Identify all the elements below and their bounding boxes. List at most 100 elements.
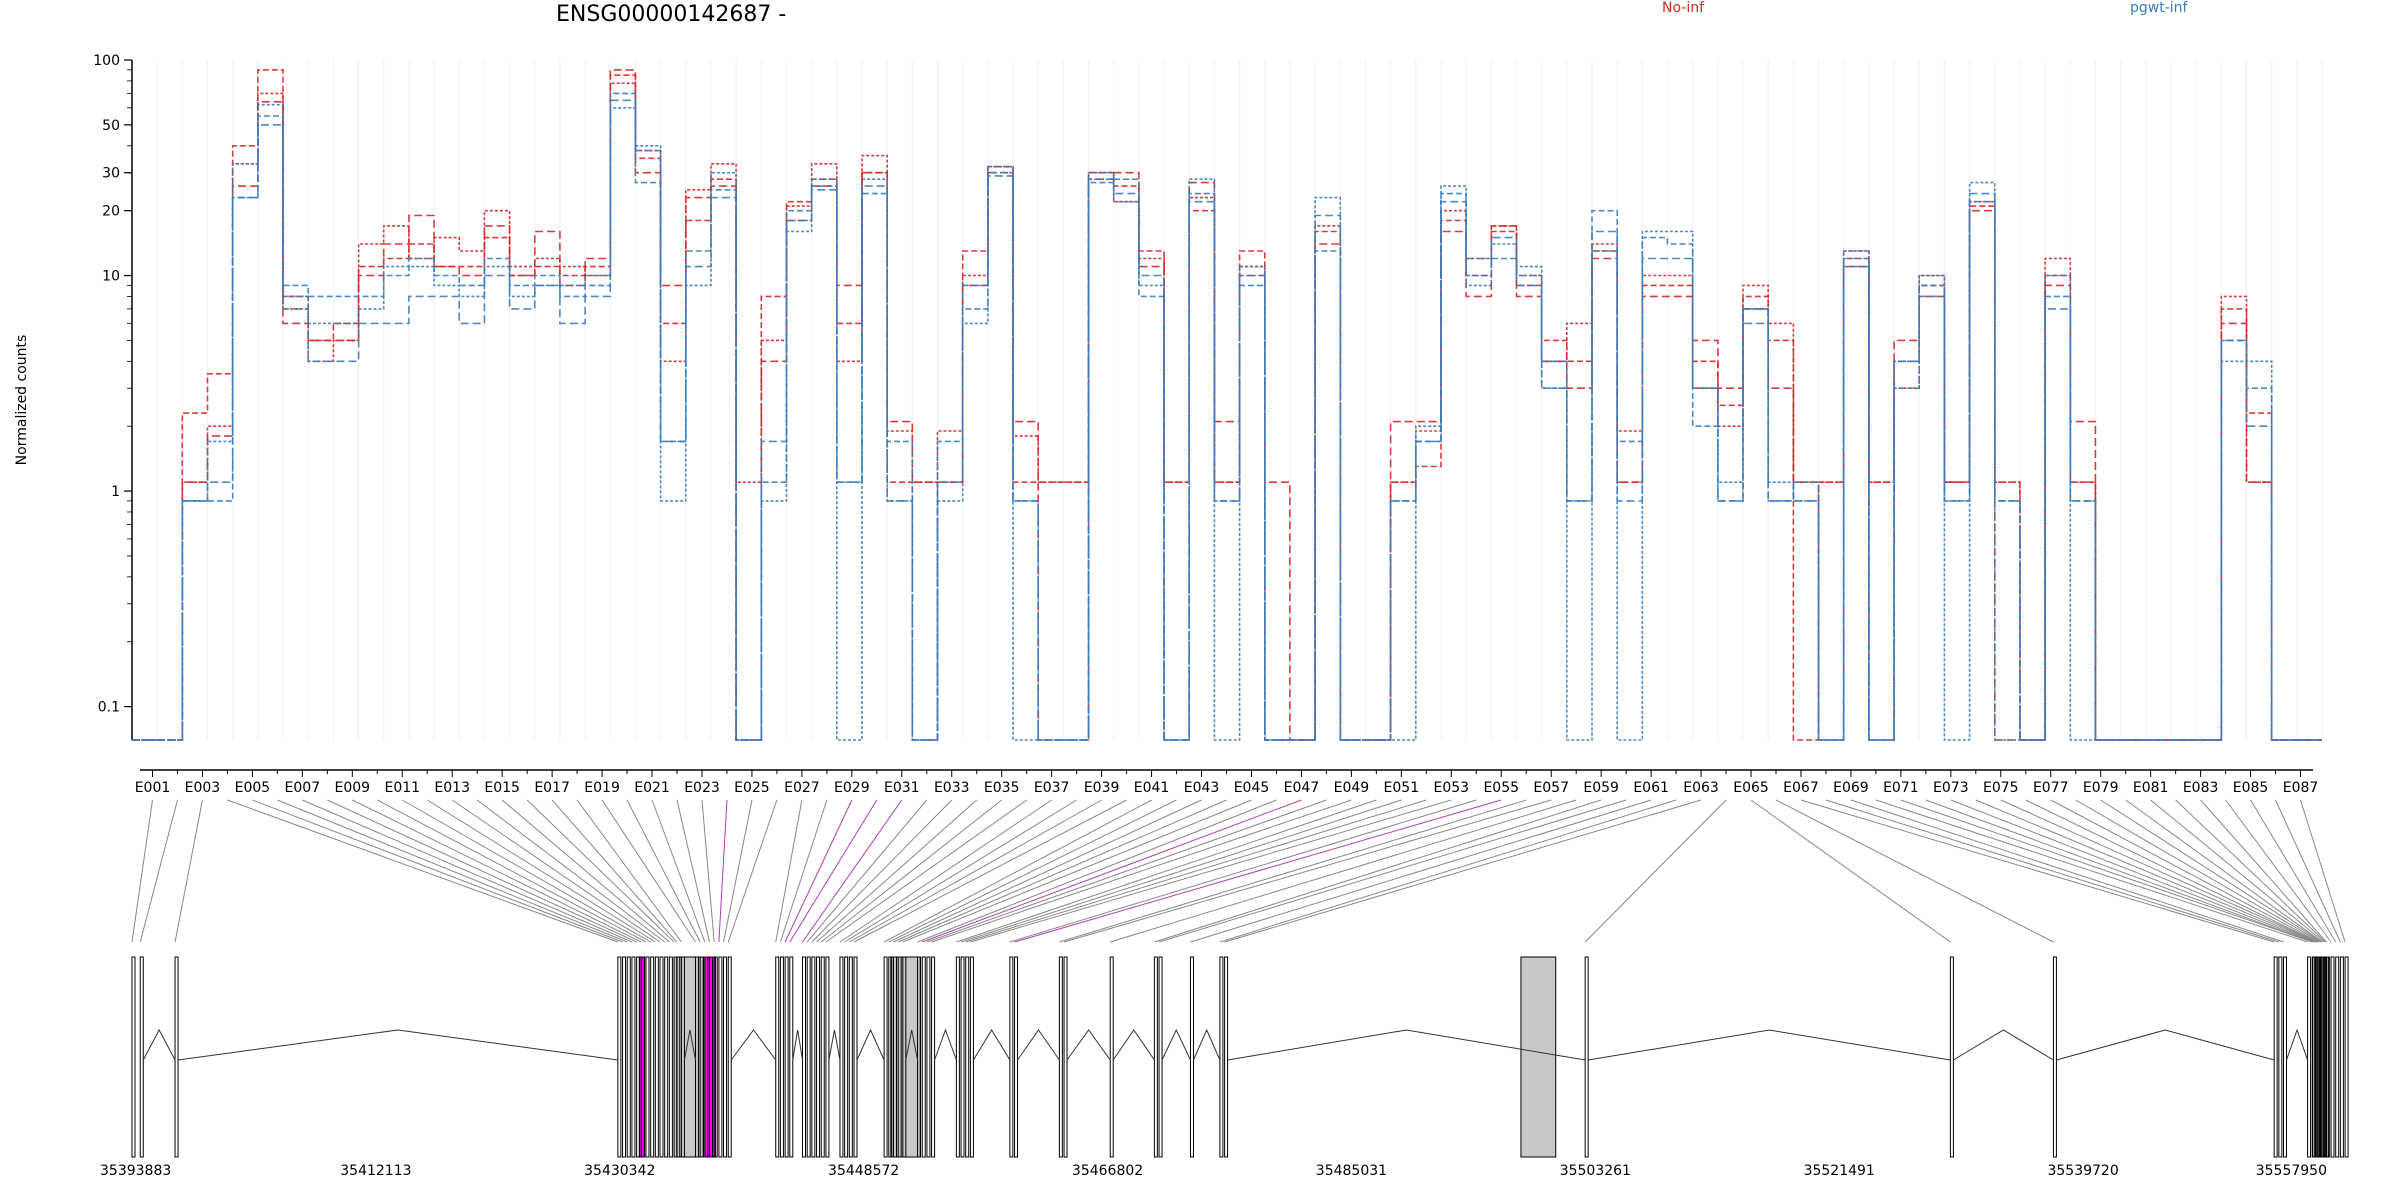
exon-bar xyxy=(1219,956,1224,1158)
exon-bar xyxy=(1009,956,1014,1158)
intron-line xyxy=(1953,1029,2054,1061)
exon-bar xyxy=(897,956,902,1158)
exon-bar xyxy=(694,956,699,1158)
exon-connector xyxy=(883,799,1152,943)
exon-bar xyxy=(668,956,673,1158)
intron-line xyxy=(1112,1029,1155,1061)
genomic-position-label: 35466802 xyxy=(1072,1163,1143,1179)
exon-tick-label: E035 xyxy=(984,780,1020,796)
intron-line xyxy=(1161,1028,1191,1061)
exon-bar xyxy=(1153,956,1158,1158)
exon-bar xyxy=(921,956,926,1158)
exon-bar xyxy=(680,956,685,1158)
exon-tick-label: E031 xyxy=(884,780,920,796)
exon-bar xyxy=(131,956,136,1158)
exon-connector xyxy=(849,799,1102,943)
exon-connector xyxy=(839,799,1052,943)
genomic-position-label: 35521491 xyxy=(1804,1163,1875,1179)
exon-tick-label: E029 xyxy=(834,780,870,796)
exon-tick-label: E083 xyxy=(2183,780,2219,796)
exon-tick-label: E037 xyxy=(1034,780,1070,796)
exon-connector xyxy=(1775,799,2054,943)
exon-tick-label: E039 xyxy=(1084,780,1120,796)
y-tick-label: 30 xyxy=(102,166,120,182)
exon-bar xyxy=(640,956,645,1158)
exon-tick-label: E023 xyxy=(684,780,720,796)
intron-line xyxy=(1227,1029,1586,1061)
exon-connector xyxy=(779,799,828,943)
exon-tick-label: E001 xyxy=(135,780,171,796)
exon-bar xyxy=(2283,956,2288,1158)
exon-connector xyxy=(576,799,682,943)
exon-tick-label: E053 xyxy=(1434,780,1470,796)
exon-connector xyxy=(2050,799,2320,943)
series-line-1 xyxy=(132,82,2322,741)
genomic-position-label: 35448572 xyxy=(828,1163,899,1179)
exon-bar xyxy=(965,956,970,1158)
y-tick-label: 20 xyxy=(102,204,120,220)
exon-bar xyxy=(902,956,907,1158)
intron-line xyxy=(972,1029,1011,1061)
exon-connector xyxy=(651,799,706,943)
exon-connector xyxy=(897,799,1227,943)
exon-connector xyxy=(1154,799,1602,943)
exon-tick-label: E063 xyxy=(1683,780,1719,796)
genomic-position-label: 35485031 xyxy=(1316,1163,1387,1179)
exon-connector xyxy=(727,799,778,943)
exon-tick-label: E013 xyxy=(434,780,470,796)
exon-connector xyxy=(227,799,619,943)
exon-connector xyxy=(2100,799,2322,943)
exon-connector xyxy=(960,799,1402,943)
exon-bar xyxy=(2335,956,2340,1158)
exon-connector xyxy=(926,799,1327,943)
genomic-position-label: 35557950 xyxy=(2256,1163,2327,1179)
exon-bar xyxy=(1109,956,1114,1158)
exon-bar xyxy=(709,956,714,1158)
exon-tick-label: E081 xyxy=(2133,780,2169,796)
exon-bar xyxy=(2273,956,2278,1158)
exon-connector xyxy=(131,799,153,943)
exon-bar xyxy=(664,956,669,1158)
exon-connector xyxy=(784,799,853,943)
exon-bar xyxy=(626,956,631,1158)
exon-tick-label: E007 xyxy=(285,780,321,796)
exon-bar xyxy=(1189,956,1194,1158)
exon-bar xyxy=(650,956,655,1158)
exon-bar xyxy=(723,956,728,1158)
exon-block xyxy=(1520,956,1557,1158)
exon-tick-label: E085 xyxy=(2233,780,2269,796)
exon-tick-label: E041 xyxy=(1134,780,1170,796)
exon-connector xyxy=(701,799,715,943)
exon-bar xyxy=(801,956,806,1158)
exon-tick-label: E065 xyxy=(1733,780,1769,796)
exon-tick-label: E033 xyxy=(934,780,970,796)
exon-connector xyxy=(802,799,903,943)
y-tick-label: 1 xyxy=(111,484,120,500)
genomic-position-label: 35393883 xyxy=(100,1163,171,1179)
exon-connector xyxy=(806,799,928,943)
exon-bar xyxy=(960,956,965,1158)
exon-connector xyxy=(1190,799,1652,943)
exon-connector xyxy=(551,799,678,943)
exon-bar xyxy=(1949,956,1954,1158)
exon-connector xyxy=(1110,799,1577,943)
exon-connector xyxy=(476,799,666,943)
exon-bar xyxy=(617,956,622,1158)
exon-tick-label: E025 xyxy=(734,780,770,796)
exon-bar xyxy=(2052,956,2057,1158)
exon-connector xyxy=(1900,799,2313,943)
exon-connector xyxy=(811,799,953,943)
exon-tick-label: E017 xyxy=(534,780,570,796)
exon-tick-label: E049 xyxy=(1334,780,1370,796)
exon-bar xyxy=(816,956,821,1158)
exon-bar xyxy=(811,956,816,1158)
exon-tick-label: E069 xyxy=(1833,780,1869,796)
exon-tick-label: E045 xyxy=(1234,780,1270,796)
series-line-5 xyxy=(132,99,2322,741)
intron-line xyxy=(730,1029,777,1061)
exon-bar xyxy=(969,956,974,1158)
exon-tick-label: E075 xyxy=(1983,780,2019,796)
exon-connector xyxy=(820,799,1003,943)
exon-bar xyxy=(2330,956,2335,1158)
